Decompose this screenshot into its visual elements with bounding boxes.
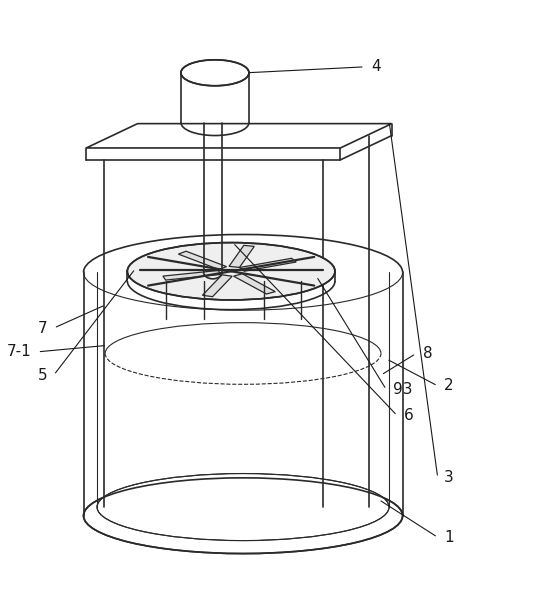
Text: 3: 3 bbox=[444, 470, 454, 485]
Text: 2: 2 bbox=[444, 378, 454, 394]
Text: 93: 93 bbox=[393, 382, 412, 397]
Ellipse shape bbox=[97, 474, 389, 541]
Polygon shape bbox=[163, 271, 221, 280]
Polygon shape bbox=[202, 275, 232, 296]
Polygon shape bbox=[86, 124, 392, 148]
Polygon shape bbox=[234, 274, 276, 294]
Text: 4: 4 bbox=[371, 59, 381, 74]
Text: 1: 1 bbox=[444, 530, 454, 545]
Ellipse shape bbox=[84, 478, 403, 554]
Text: 7-1: 7-1 bbox=[6, 344, 31, 359]
Ellipse shape bbox=[128, 242, 335, 300]
Polygon shape bbox=[240, 258, 296, 271]
Text: 8: 8 bbox=[422, 346, 432, 361]
Text: 7: 7 bbox=[37, 320, 47, 336]
Text: 5: 5 bbox=[37, 368, 47, 383]
Polygon shape bbox=[178, 251, 227, 269]
Ellipse shape bbox=[181, 60, 249, 85]
Text: 6: 6 bbox=[404, 408, 414, 423]
Polygon shape bbox=[229, 245, 254, 268]
